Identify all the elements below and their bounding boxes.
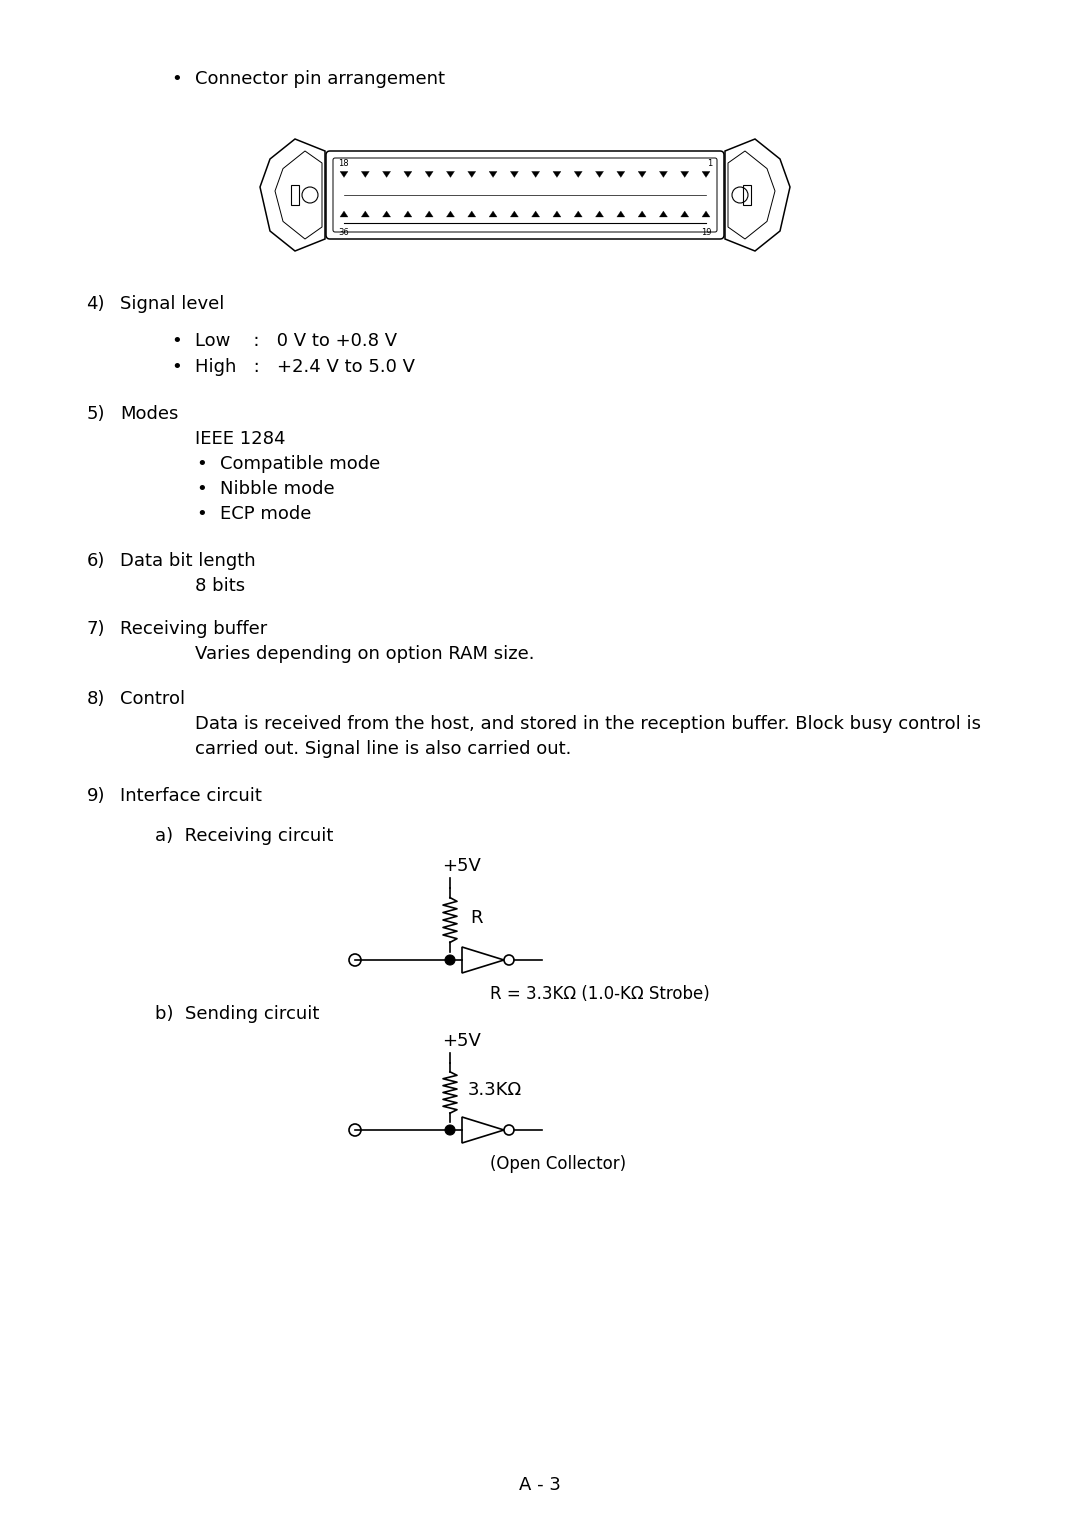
Text: Nibble mode: Nibble mode: [220, 481, 335, 497]
Text: Modes: Modes: [120, 404, 178, 423]
Polygon shape: [362, 211, 369, 217]
Text: 4): 4): [86, 295, 105, 313]
Text: •: •: [172, 359, 183, 375]
Polygon shape: [680, 171, 689, 177]
Text: Compatible mode: Compatible mode: [220, 455, 380, 473]
Polygon shape: [680, 211, 689, 217]
Text: 7): 7): [86, 620, 105, 638]
Text: 8 bits: 8 bits: [195, 577, 245, 595]
Text: 6): 6): [86, 552, 105, 571]
Polygon shape: [575, 211, 582, 217]
Text: •: •: [197, 481, 207, 497]
Polygon shape: [702, 171, 710, 177]
Polygon shape: [511, 211, 518, 217]
Polygon shape: [489, 211, 497, 217]
Polygon shape: [362, 171, 369, 177]
Text: (Open Collector): (Open Collector): [490, 1155, 626, 1173]
Polygon shape: [617, 171, 625, 177]
Polygon shape: [638, 211, 646, 217]
Polygon shape: [511, 171, 518, 177]
Text: A - 3: A - 3: [519, 1476, 561, 1494]
Text: +5V: +5V: [442, 1032, 481, 1050]
Text: 3.3KΩ: 3.3KΩ: [468, 1080, 522, 1099]
Polygon shape: [468, 211, 476, 217]
Polygon shape: [531, 171, 540, 177]
Text: •: •: [197, 505, 207, 523]
Polygon shape: [575, 171, 582, 177]
Polygon shape: [553, 211, 561, 217]
Text: b)  Sending circuit: b) Sending circuit: [156, 1006, 320, 1022]
Polygon shape: [531, 211, 540, 217]
Polygon shape: [595, 211, 604, 217]
Polygon shape: [468, 171, 476, 177]
Circle shape: [445, 1125, 455, 1135]
Circle shape: [445, 955, 455, 964]
Text: 5): 5): [86, 404, 105, 423]
Text: Varies depending on option RAM size.: Varies depending on option RAM size.: [195, 645, 535, 662]
Polygon shape: [489, 171, 497, 177]
Text: Signal level: Signal level: [120, 295, 225, 313]
Text: •: •: [197, 455, 207, 473]
Polygon shape: [446, 211, 455, 217]
Text: Data bit length: Data bit length: [120, 552, 256, 571]
Polygon shape: [638, 171, 646, 177]
Text: Low    :   0 V to +0.8 V: Low : 0 V to +0.8 V: [195, 333, 397, 349]
Polygon shape: [553, 171, 561, 177]
Text: 36: 36: [338, 227, 349, 237]
Text: Connector pin arrangement: Connector pin arrangement: [195, 70, 445, 89]
Text: a)  Receiving circuit: a) Receiving circuit: [156, 827, 334, 845]
Text: IEEE 1284: IEEE 1284: [195, 430, 285, 449]
Polygon shape: [340, 171, 348, 177]
Text: ECP mode: ECP mode: [220, 505, 311, 523]
Text: Interface circuit: Interface circuit: [120, 787, 261, 806]
Polygon shape: [617, 211, 625, 217]
Text: 19: 19: [702, 227, 712, 237]
Text: Control: Control: [120, 690, 185, 708]
Polygon shape: [382, 171, 391, 177]
Polygon shape: [382, 211, 391, 217]
Text: R: R: [470, 909, 483, 926]
Polygon shape: [426, 211, 433, 217]
Text: 1: 1: [706, 159, 712, 168]
Text: carried out. Signal line is also carried out.: carried out. Signal line is also carried…: [195, 740, 571, 758]
Text: 8): 8): [86, 690, 105, 708]
Polygon shape: [660, 171, 667, 177]
Polygon shape: [595, 171, 604, 177]
Polygon shape: [426, 171, 433, 177]
Text: 9): 9): [86, 787, 105, 806]
Text: +5V: +5V: [442, 858, 481, 874]
Text: Receiving buffer: Receiving buffer: [120, 620, 267, 638]
Bar: [743, 185, 751, 204]
Text: Data is received from the host, and stored in the reception buffer. Block busy c: Data is received from the host, and stor…: [195, 716, 981, 732]
Polygon shape: [340, 211, 348, 217]
Polygon shape: [660, 211, 667, 217]
Polygon shape: [404, 211, 411, 217]
Polygon shape: [404, 171, 411, 177]
Bar: [291, 185, 299, 204]
Text: •: •: [172, 333, 183, 349]
Text: High   :   +2.4 V to 5.0 V: High : +2.4 V to 5.0 V: [195, 359, 415, 375]
Text: R = 3.3KΩ (1.0-KΩ Strobe): R = 3.3KΩ (1.0-KΩ Strobe): [490, 984, 710, 1003]
Polygon shape: [702, 211, 710, 217]
Polygon shape: [446, 171, 455, 177]
Text: 18: 18: [338, 159, 349, 168]
Text: •: •: [172, 70, 183, 89]
